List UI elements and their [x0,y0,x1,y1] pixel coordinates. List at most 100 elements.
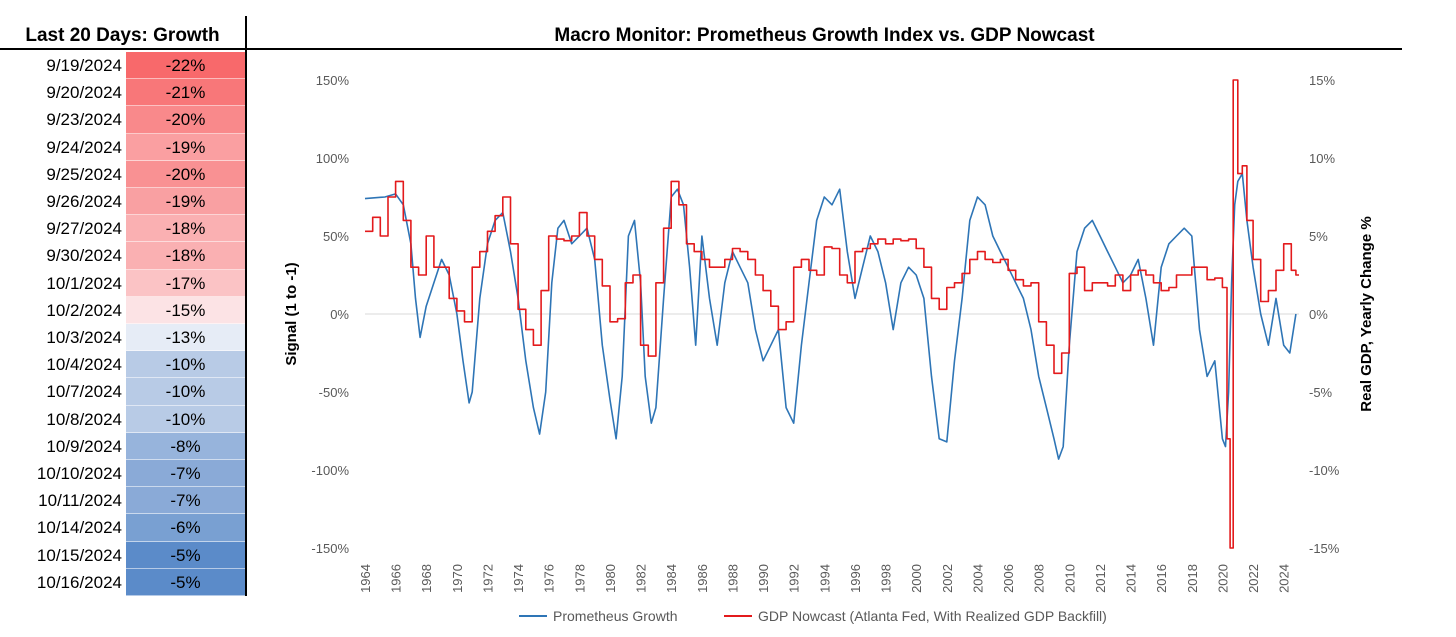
y2-tick-label: -10% [1309,463,1340,478]
gdp-nowcast-line [365,79,1299,549]
x-tick-label: 1998 [879,564,894,593]
table-row: 9/25/2024 -20% [0,160,245,188]
x-tick-label: 1964 [358,564,373,593]
legend: Prometheus Growth GDP Nowcast (Atlanta Fe… [519,608,1107,624]
x-tick-label: 2002 [940,564,955,593]
table-row: 10/4/2024 -10% [0,351,245,379]
y-tick-label: 50% [323,229,349,244]
x-tick-label: 1984 [664,564,679,593]
y2-tick-label: 5% [1309,229,1328,244]
x-tick-label: 2022 [1246,564,1261,593]
table-row: 10/8/2024 -10% [0,405,245,433]
growth-table: Last 20 Days: Growth 9/19/2024 -22% 9/20/2… [0,0,247,637]
row-growth-value: -7% [126,487,245,515]
row-date: 9/19/2024 [46,56,122,75]
table-row: 10/14/2024 -6% [0,514,245,542]
row-date: 9/27/2024 [46,219,122,239]
table-row: 10/15/2024 -5% [0,541,245,569]
y-tick-label: -100% [311,463,349,478]
row-date: 9/26/2024 [46,192,122,211]
row-growth-value: -5% [126,541,245,569]
row-date: 10/11/2024 [38,491,122,511]
table-row: 10/7/2024 -10% [0,378,245,406]
x-tick-label: 1990 [756,564,771,593]
row-growth-value: -20% [126,160,245,188]
row-date: 10/10/2024 [36,464,122,483]
y2-tick-label: -5% [1309,385,1333,400]
table-row: 10/10/2024 -7% [0,460,245,488]
table-row: 9/23/2024 -20% [0,106,245,134]
x-tick-label: 1976 [542,564,557,593]
row-growth-value: -18% [126,242,245,270]
x-tick-label: 2004 [970,564,985,593]
table-row: 10/16/2024 -5% [0,568,245,596]
y-tick-label: -150% [311,541,349,556]
series-group [364,79,1299,549]
y2-tick-label: 15% [1309,73,1335,88]
chart-title: Macro Monitor: Prometheus Growth Index v… [247,22,1402,50]
row-date: 9/23/2024 [46,110,122,130]
y-tick-label: 100% [316,151,350,166]
row-growth-value: -13% [126,324,245,352]
row-growth-value: -10% [126,351,245,379]
row-date: 10/2/2024 [46,300,122,320]
row-growth-value: -7% [126,460,245,488]
row-date: 9/25/2024 [46,164,122,184]
row-date: 9/20/2024 [46,83,122,103]
row-date: 10/3/2024 [46,328,122,347]
row-growth-value: -10% [126,378,245,406]
table-row: 9/20/2024 -21% [0,79,245,107]
row-date: 10/16/2024 [36,572,122,592]
growth-table-title: Last 20 Days: Growth [0,22,245,50]
y-tick-label: 0% [330,307,349,322]
row-growth-value: -5% [126,568,245,596]
x-tick-label: 2018 [1185,564,1200,593]
x-tick-label: 1978 [572,564,587,593]
y-axis-left-ticks: 150% 100% 50% 0% -50% -100% -150% [311,73,349,556]
row-date: 10/14/2024 [36,518,122,538]
x-tick-label: 1982 [634,564,649,593]
x-tick-label: 1968 [419,564,434,593]
table-row: 10/11/2024 -7% [0,487,245,515]
table-row: 9/27/2024 -18% [0,215,245,243]
line-chart: 150% 100% 50% 0% -50% -100% -150% 15% 10% 5% 0% -5… [283,73,1375,624]
row-date: 10/7/2024 [46,382,122,402]
table-row: 9/30/2024 -18% [0,242,245,270]
x-tick-label: 2012 [1093,564,1108,593]
x-tick-label: 2010 [1062,564,1077,593]
x-tick-label: 1974 [511,564,526,593]
x-axis-ticks: 1964 1966 1968 1970 1972 1974 1976 1978 1980 1982… [358,564,1292,593]
x-tick-label: 1986 [695,564,710,593]
y-tick-label: -50% [319,385,350,400]
row-date: 9/24/2024 [46,137,122,157]
row-date: 10/15/2024 [36,545,122,565]
x-tick-label: 1972 [480,564,495,593]
y2-tick-label: 10% [1309,151,1335,166]
x-tick-label: 2014 [1124,564,1139,593]
row-growth-value: -10% [126,405,245,433]
panel-divider [245,16,247,596]
x-tick-label: 1996 [848,564,863,593]
row-date: 10/4/2024 [46,355,122,375]
row-growth-value: -21% [126,79,245,107]
row-date: 10/8/2024 [46,409,122,429]
x-tick-label: 1992 [787,564,802,593]
row-growth-value: -17% [126,269,245,297]
y-axis-right-ticks: 15% 10% 5% 0% -5% -10% -15% [1309,73,1340,556]
legend-label: GDP Nowcast (Atlanta Fed, With Realized … [758,608,1107,624]
row-growth-value: -6% [126,514,245,542]
y2-tick-label: -15% [1309,541,1340,556]
y-axis-right-label: Real GDP, Yearly Change % [1358,216,1375,411]
y2-tick-label: 0% [1309,307,1328,322]
x-tick-label: 1980 [603,564,618,593]
y-tick-label: 150% [316,73,350,88]
y-axis-left-label: Signal (1 to -1) [283,262,300,365]
table-row: 10/9/2024 -8% [0,432,245,460]
x-tick-label: 2024 [1277,564,1292,593]
x-tick-label: 2020 [1215,564,1230,593]
row-date: 10/1/2024 [46,273,122,293]
row-growth-value: -18% [126,215,245,243]
row-growth-value: -20% [126,106,245,134]
x-tick-label: 2000 [909,564,924,593]
x-tick-label: 1988 [725,564,740,593]
